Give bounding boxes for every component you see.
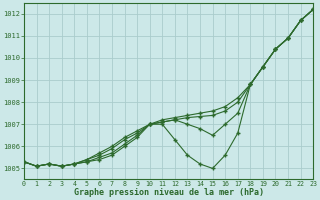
- X-axis label: Graphe pression niveau de la mer (hPa): Graphe pression niveau de la mer (hPa): [74, 188, 264, 197]
